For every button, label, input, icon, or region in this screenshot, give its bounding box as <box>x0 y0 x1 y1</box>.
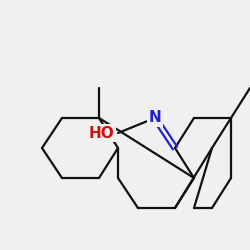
Text: N: N <box>148 110 162 126</box>
Text: HO: HO <box>88 126 114 140</box>
